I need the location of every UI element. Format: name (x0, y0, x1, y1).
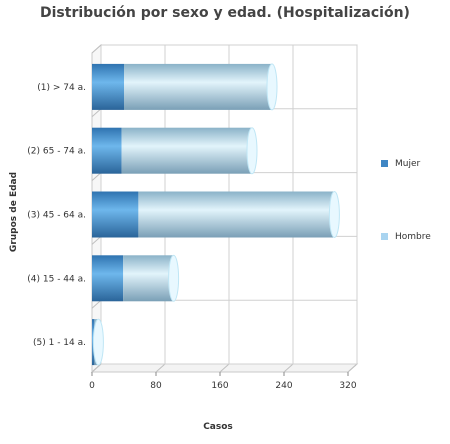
bar-end-cap (92, 318, 104, 366)
bar-end-cap (246, 127, 258, 175)
y-tick-label: (4) 15 - 44 a. (27, 274, 86, 284)
x-gridline-floor (219, 363, 230, 373)
bar-end-cap (328, 191, 340, 238)
legend: Mujer Hombre (381, 159, 431, 242)
y-tick-label: (2) 65 - 74 a. (27, 147, 86, 157)
bar-end-cap (266, 63, 278, 111)
x-gridline-floor (347, 363, 358, 373)
y-tick-label: (3) 45 - 64 a. (27, 211, 86, 221)
bar-hombre (138, 191, 335, 238)
legend-label-hombre: Hombre (395, 232, 431, 242)
x-gridline-floor (283, 363, 294, 373)
legend-label-mujer: Mujer (395, 159, 421, 169)
bar-hombre (123, 255, 174, 302)
bar-end-cap (168, 254, 180, 302)
y-gridline-side (91, 172, 102, 181)
y-gridline-side (91, 108, 102, 118)
x-gridline-floor (155, 363, 166, 373)
y-gridline-side (91, 236, 102, 245)
x-tick-label: 240 (275, 381, 292, 391)
y-tick-label: (5) 1 - 14 a. (33, 338, 86, 348)
bar-mujer (92, 127, 122, 174)
bars (92, 63, 340, 366)
legend-swatch-hombre (381, 233, 388, 240)
y-tick-label: (1) > 74 a. (37, 83, 86, 93)
y-gridline-side (91, 363, 102, 373)
x-tick-label: 80 (150, 381, 162, 391)
bar-hombre (121, 127, 252, 174)
x-tick-label: 320 (339, 381, 356, 391)
y-axis-title: Grupos de Edad (9, 172, 19, 252)
bar-hombre (124, 63, 272, 110)
bar-mujer (92, 63, 124, 110)
x-tick-label: 160 (211, 381, 228, 391)
bar-mujer (92, 191, 139, 238)
bar-mujer (92, 255, 124, 302)
chart-title: Distribución por sexo y edad. (Hospitali… (40, 5, 410, 21)
legend-swatch-mujer (381, 160, 388, 167)
x-tick-label: 0 (89, 381, 95, 391)
y-gridline-side (91, 299, 102, 309)
y-gridline-side (91, 44, 102, 54)
x-axis-title: Casos (203, 422, 233, 432)
axis-labels: 0 80 160 240 320 (1) > 74 a. (2) 65 - 74 a. (3)… (9, 83, 357, 432)
